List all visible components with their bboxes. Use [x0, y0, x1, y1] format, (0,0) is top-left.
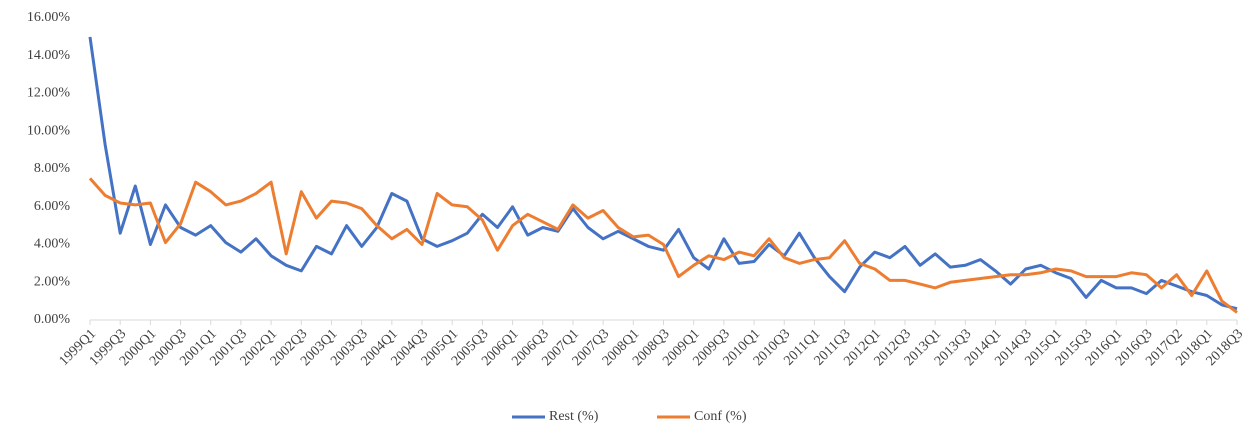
y-tick-label: 14.00% — [27, 48, 71, 63]
y-tick-label: 4.00% — [34, 237, 71, 252]
y-tick-label: 16.00% — [27, 10, 71, 25]
series-line — [88, 177, 1238, 314]
legend-label: Conf (%) — [694, 409, 747, 424]
y-tick-label: 8.00% — [34, 161, 71, 176]
y-tick-label: 0.00% — [34, 312, 71, 327]
y-tick-label: 2.00% — [34, 274, 71, 289]
series-line — [88, 36, 1238, 311]
y-tick-label: 12.00% — [27, 86, 71, 101]
legend-label: Rest (%) — [549, 409, 599, 424]
y-tick-label: 6.00% — [34, 199, 71, 214]
y-tick-label: 10.00% — [27, 123, 71, 138]
